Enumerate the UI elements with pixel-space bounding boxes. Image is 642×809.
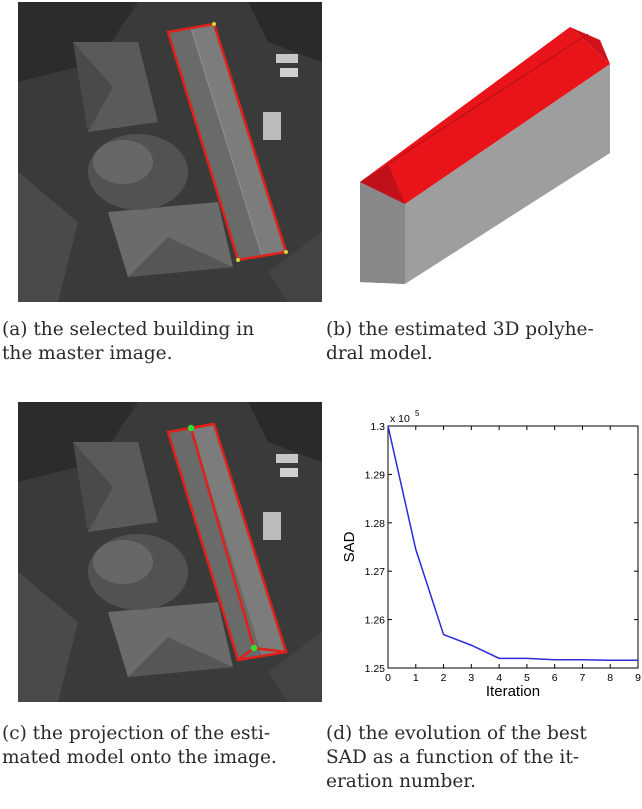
x-tick-label: 0: [385, 672, 391, 684]
ridge-end-marker: [250, 644, 258, 652]
caption-d-line1: (d) the evolution of the best: [326, 723, 587, 744]
sad-series-line: [387, 425, 638, 662]
plot-frame: [387, 425, 639, 669]
caption-c: (c) the projection of the esti- mated mo…: [2, 722, 332, 770]
ridge-start-marker: [187, 424, 195, 432]
x-tick-label: 8: [607, 672, 613, 684]
building-3d-model: [360, 27, 610, 284]
y-tick-label: 1.27: [365, 566, 386, 578]
caption-a-line2: the master image.: [2, 343, 173, 364]
caption-c-line2: mated model onto the image.: [2, 747, 277, 768]
panel-d-sad-chart: x 10 5 Iteration SAD 0 1 2 3 4 5 6 7 8 9 1.25 1.26 1…: [330, 402, 642, 702]
y-tick-label: 1.29: [365, 469, 386, 481]
y-tick-label: 1.26: [365, 615, 386, 627]
y-tick-label: 1.25: [365, 663, 386, 675]
aerial-image-a: [18, 2, 322, 302]
caption-b-line1: (b) the estimated 3D polyhe-: [326, 319, 594, 340]
panel-b-3d-model: [330, 2, 642, 302]
building-front-wall: [360, 182, 405, 284]
y-scale-label: x 10: [390, 413, 410, 425]
x-tick-label: 2: [441, 672, 447, 684]
y-axis-label: SAD: [341, 531, 358, 562]
y-tick-label: 1.28: [365, 518, 386, 530]
x-tick-label: 5: [524, 672, 530, 684]
caption-d-line2: SAD as a function of the it-: [326, 747, 580, 768]
x-tick-label: 7: [580, 672, 586, 684]
y-scale-exponent: 5: [415, 409, 420, 418]
panel-a-aerial-image: [18, 2, 322, 302]
y-tick-label: 1.3: [370, 421, 385, 433]
x-tick-label: 9: [635, 672, 641, 684]
building-side-wall: [405, 64, 610, 284]
x-tick-label: 6: [552, 672, 558, 684]
caption-c-line1: (c) the projection of the esti-: [2, 723, 271, 744]
caption-d: (d) the evolution of the best SAD as a f…: [326, 722, 642, 794]
panel-c-projection-image: [18, 402, 322, 702]
aerial-image-c: [18, 402, 322, 702]
building-roof: [360, 27, 610, 204]
caption-a: (a) the selected building in the master …: [2, 318, 332, 366]
caption-a-line1: (a) the selected building in: [2, 319, 255, 340]
sad-line-chart: x 10 5 Iteration SAD 0 1 2 3 4 5 6 7 8 9 1.25 1.26 1…: [341, 409, 641, 700]
x-axis-label: Iteration: [486, 683, 540, 700]
caption-d-line3: eration number.: [326, 771, 476, 792]
caption-b: (b) the estimated 3D polyhe- dral model.: [326, 318, 642, 366]
x-tick-label: 4: [496, 672, 502, 684]
x-tick-label: 3: [468, 672, 474, 684]
x-tick-label: 1: [413, 672, 419, 684]
caption-b-line2: dral model.: [326, 343, 433, 364]
